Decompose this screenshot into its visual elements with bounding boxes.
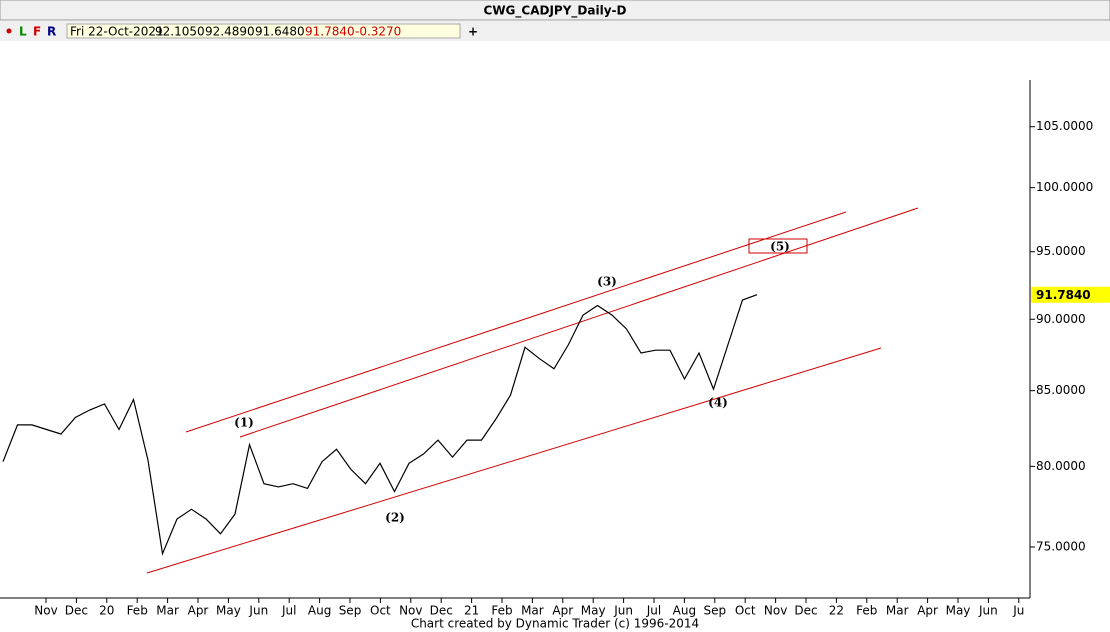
status-dot [6,28,12,34]
x-tick-label: Mar [521,604,544,618]
y-tick-label: 85.0000 [1036,383,1086,397]
x-tick-label: May [946,604,971,618]
x-tick-label: Apr [188,604,209,618]
window-title: CWG_CADJPY_Daily-D [484,4,627,19]
x-tick-label: Feb [127,604,148,618]
wave-label: (1) [234,416,254,430]
trend-line [185,211,847,433]
x-tick-label: Feb [491,604,512,618]
info-open: 92.1050 [155,25,205,39]
x-tick-label: Nov [764,604,787,618]
y-tick-label: 80.0000 [1036,459,1086,473]
x-tick-label: Nov [399,604,422,618]
x-tick-label: May [216,604,241,618]
y-tick-label: 105.0000 [1036,119,1093,133]
last-price-marker [1031,286,1110,303]
x-tick-label: Nov [34,604,57,618]
x-tick-label: Sep [339,604,362,618]
footer: Chart created by Dynamic Trader (c) 1996… [411,617,699,631]
x-tick-label: Mar [886,604,909,618]
info-change: -0.3270 [355,25,401,39]
target-box [748,238,808,254]
wave-label: (5) [770,240,790,254]
info-close: 91.7840 [305,25,355,39]
x-tick-label: Jun [613,604,633,618]
x-tick-label: Dec [430,604,453,618]
add-button[interactable]: + [468,25,478,39]
x-tick-label: Oct [735,604,756,618]
x-tick-label: Aug [308,604,331,618]
x-tick-label: 20 [99,604,114,618]
wave-label: (4) [708,396,728,410]
title-bar [0,0,1110,21]
info-high: 92.4890 [205,25,255,39]
toolbar-button[interactable]: F [33,25,41,39]
x-tick-label: Feb [856,604,877,618]
y-tick-label: 75.0000 [1036,540,1086,554]
x-tick-label: Mar [156,604,179,618]
x-tick-label: Apr [917,604,938,618]
x-tick-label: Oct [370,604,391,618]
y-tick-label: 95.0000 [1036,244,1086,258]
last-price-label: 91.7840 [1036,288,1091,302]
y-tick-label: 100.0000 [1036,180,1093,194]
wave-label: (3) [597,275,617,289]
info-box [66,23,461,39]
x-tick-label: Ju [1012,604,1024,618]
toolbar-button[interactable]: R [47,25,56,39]
x-tick-label: Jul [646,604,661,618]
x-tick-label: Dec [65,604,88,618]
y-tick-label: 90.0000 [1036,312,1086,326]
x-tick-label: 21 [464,604,479,618]
wave-label: (2) [385,511,405,525]
x-tick-label: Jun [248,604,268,618]
x-tick-label: Jul [281,604,296,618]
x-tick-label: Jun [978,604,998,618]
x-tick-label: Aug [673,604,696,618]
price-line [2,294,758,556]
x-tick-label: Dec [794,604,817,618]
x-tick-label: May [581,604,606,618]
toolbar-button[interactable]: L [19,25,27,39]
x-tick-label: 22 [829,604,844,618]
x-tick-label: Apr [552,604,573,618]
trend-line [146,347,882,574]
info-low: 91.6480 [255,25,305,39]
info-date: Fri 22-Oct-2021 [70,25,164,39]
x-tick-label: Sep [703,604,726,618]
